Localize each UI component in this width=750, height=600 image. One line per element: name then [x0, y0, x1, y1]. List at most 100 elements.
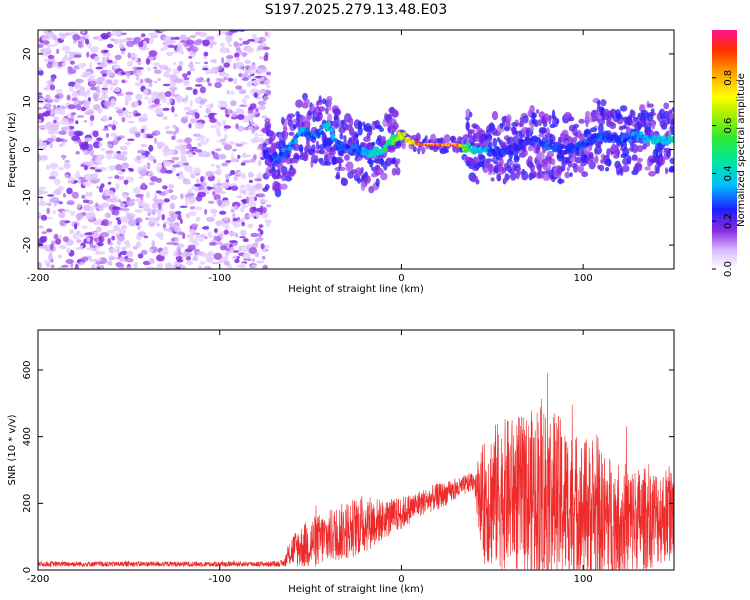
colorbar-tick-label: 0.4: [723, 165, 734, 181]
spectrogram-halo-blob: [543, 113, 550, 122]
spectrogram-noise-blob: [210, 67, 214, 74]
spectrogram-halo-blob: [578, 163, 584, 174]
spectrogram-noise-blob: [53, 116, 60, 120]
spectrogram-noise-blob: [170, 36, 176, 41]
spectrogram-noise-blob: [202, 67, 209, 71]
spectrogram-halo-blob: [546, 150, 555, 158]
spectrogram-noise-blob: [157, 112, 164, 115]
spectrogram-noise-blob: [119, 39, 123, 47]
spectrogram-noise-blob: [175, 255, 183, 261]
spectrogram-halo-blob: [663, 102, 670, 110]
spectrogram-ridge-cell: [320, 130, 325, 136]
spectrogram-halo-blob: [368, 127, 373, 132]
spectrogram-noise-blob: [151, 202, 158, 210]
spectrogram-noise-blob: [90, 86, 98, 91]
spectrogram-halo-blob: [598, 164, 605, 172]
spectrogram-noise-blob: [135, 209, 141, 213]
spectrogram-noise-blob: [257, 89, 267, 94]
spectrogram-noise-blob: [247, 223, 254, 229]
colorbar-tick-label: 0.8: [723, 70, 734, 86]
spectrogram-noise-blob: [221, 200, 231, 206]
spectrogram-noise-blob: [38, 186, 47, 190]
spectrogram-noise-blob: [118, 176, 125, 180]
spectrogram-noise-blob: [101, 202, 110, 208]
spectrogram-noise-blob: [199, 140, 208, 145]
spectrogram-noise-blob: [139, 205, 143, 209]
spectrogram-noise-blob: [50, 196, 60, 203]
spectrogram-noise-blob: [76, 239, 82, 244]
spectrogram-halo-blob: [671, 107, 674, 112]
spectrogram-noise-blob: [111, 206, 120, 211]
spectrogram-noise-blob: [53, 130, 61, 135]
spectrogram-noise-blob: [38, 261, 42, 269]
spectrogram-noise-blob: [216, 127, 221, 134]
spectrogram-noise-blob: [223, 229, 229, 235]
spectrogram-noise-blob: [156, 209, 160, 214]
spectrogram-noise-blob: [224, 251, 230, 258]
spectrogram-halo-blob: [326, 95, 333, 103]
spectrogram-halo-blob: [284, 131, 288, 141]
spectrogram-noise-blob: [249, 247, 257, 255]
spectrogram-noise-blob: [236, 219, 242, 223]
spectrogram-noise-blob: [241, 189, 247, 195]
spectrogram-noise-blob: [254, 196, 257, 201]
spectrogram-noise-blob: [55, 238, 61, 245]
spectrogram-noise-blob: [148, 50, 158, 57]
spectrogram-ridge-cell: [591, 139, 597, 144]
spectrogram-noise-blob: [216, 133, 222, 137]
spectrogram-halo-blob: [357, 177, 362, 184]
spectrogram-noise-blob: [75, 151, 80, 155]
spectrogram-noise-blob: [176, 266, 181, 269]
spectrogram-noise-blob: [189, 118, 198, 124]
spectrogram-noise-blob: [38, 225, 44, 229]
spectrogram-noise-blob: [228, 231, 237, 237]
spectrogram-noise-blob: [127, 138, 135, 142]
spectrogram-halo-blob: [534, 122, 539, 128]
spectrogram-noise-blob: [195, 77, 203, 83]
spectrogram-halo-blob: [387, 127, 392, 134]
spectrogram-noise-blob: [192, 88, 198, 96]
spectrogram-noise-blob: [238, 89, 247, 95]
spectrogram-noise-blob: [176, 45, 183, 54]
spectrogram-noise-blob: [40, 196, 43, 202]
spectrogram-noise-blob: [247, 171, 254, 178]
spectrogram-noise-blob: [218, 80, 226, 83]
spectrogram-halo-blob: [470, 142, 476, 147]
spectrogram-noise-blob: [97, 242, 104, 247]
spectrogram-noise-blob: [38, 189, 44, 195]
spectrogram-noise-blob: [233, 77, 238, 85]
spectrogram-noise-blob: [119, 256, 127, 262]
spectrogram-noise-blob: [220, 244, 227, 251]
spectrogram-ridge-cell: [569, 142, 574, 147]
spectrogram-y-tick-label: -20: [22, 237, 33, 253]
spectrogram-ridge-cell: [600, 132, 606, 137]
spectrogram-noise-blob: [235, 107, 242, 114]
spectrogram-noise-blob: [255, 183, 263, 190]
spectrogram-noise-blob: [46, 216, 54, 220]
spectrogram-noise-blob: [99, 62, 108, 68]
spectrogram-noise-blob: [126, 250, 134, 258]
spectrogram-noise-blob: [162, 223, 167, 229]
spectrogram-noise-blob: [160, 64, 168, 69]
spectrogram-halo-blob: [649, 159, 657, 164]
spectrogram-noise-blob: [74, 263, 79, 269]
spectrogram-noise-blob: [254, 132, 259, 138]
spectrogram-ridge-cell: [575, 146, 580, 152]
spectrogram-noise-blob: [90, 166, 96, 170]
spectrogram-noise-blob: [207, 82, 212, 87]
spectrogram-halo-blob: [287, 113, 295, 118]
spectrogram-noise-blob: [199, 105, 203, 109]
spectrogram-noise-blob: [112, 79, 120, 84]
spectrogram-noise-blob: [107, 123, 114, 128]
spectrogram-noise-blob: [204, 236, 208, 240]
spectrogram-noise-blob: [192, 241, 199, 247]
spectrogram-noise-blob: [66, 94, 71, 101]
spectrogram-noise-blob: [205, 104, 214, 108]
spectrogram-noise-blob: [251, 37, 260, 44]
spectrogram-noise-blob: [103, 100, 112, 107]
spectrogram-noise-blob: [206, 77, 210, 83]
spectrogram-noise-blob: [109, 241, 113, 246]
spectrogram-noise-blob: [154, 193, 158, 201]
spectrogram-noise-blob: [162, 107, 170, 111]
spectrogram-noise-blob: [140, 33, 146, 38]
